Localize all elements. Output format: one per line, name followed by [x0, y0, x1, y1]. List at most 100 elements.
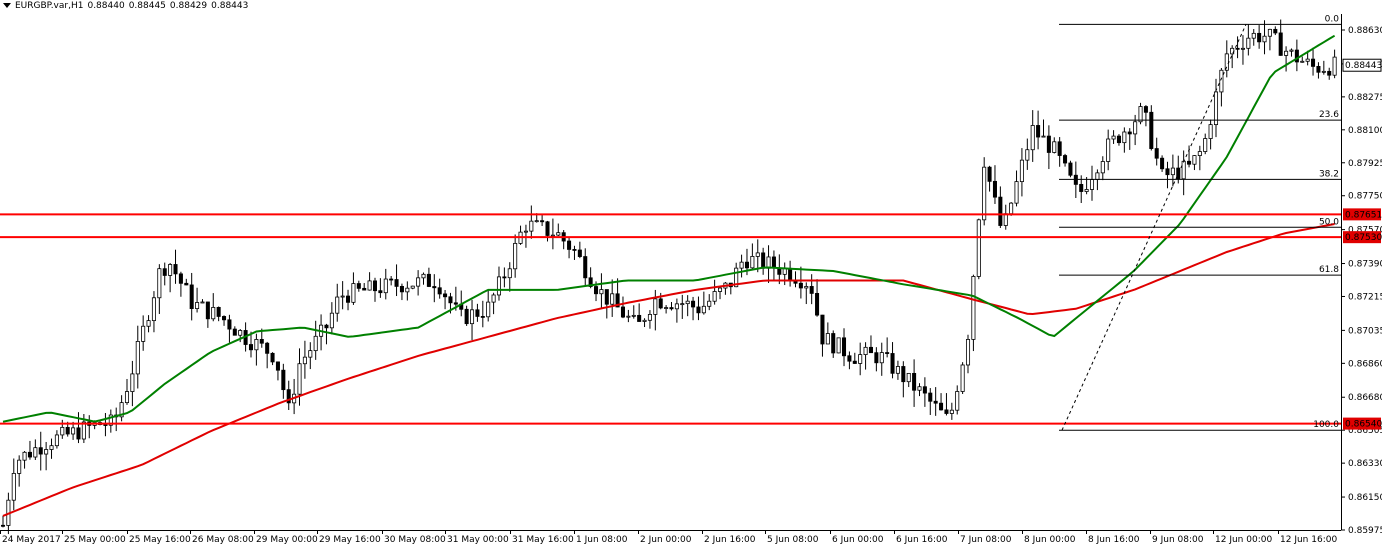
candle-bull: [1133, 121, 1138, 135]
candle-bull: [734, 267, 739, 288]
y-tick-label: 0.86860: [1348, 359, 1382, 369]
candle-bull: [955, 391, 960, 411]
candle-bull: [383, 278, 388, 294]
candle-bear: [637, 314, 642, 322]
candle-bear: [448, 296, 453, 304]
candle-bull: [151, 297, 156, 322]
candle-bear: [890, 353, 895, 374]
candle-bull: [308, 350, 313, 358]
candle-bull: [1219, 69, 1224, 93]
candle-bear: [394, 279, 399, 287]
candle-bull: [739, 261, 744, 269]
ma-fast-line: [2, 34, 1336, 423]
x-tick-label: 31 May 16:00: [512, 535, 574, 545]
candle-bull: [130, 373, 135, 392]
candles-group: [0, 19, 1337, 535]
candle-bull: [1321, 70, 1326, 73]
candle-bull: [211, 306, 216, 320]
candle-bull: [340, 295, 345, 298]
candle-bear: [874, 352, 879, 364]
candle-bull: [513, 242, 518, 270]
candle-bear: [761, 252, 766, 269]
current-price-label: 0.88443: [1345, 61, 1382, 71]
candle-bull: [1197, 151, 1202, 156]
fib-trend-line[interactable]: [1061, 24, 1247, 431]
candle-bear: [205, 301, 210, 320]
candle-bull: [534, 220, 539, 223]
candle-bear: [265, 342, 270, 354]
candle-bull: [674, 303, 679, 310]
high-value: 0.88445: [128, 1, 166, 11]
candle-bear: [820, 314, 825, 345]
candle-bear: [992, 180, 997, 198]
candle-bull: [81, 421, 86, 440]
candle-bear: [1235, 47, 1240, 50]
candle-bull: [1208, 124, 1213, 139]
candle-bear: [1063, 155, 1068, 164]
x-tick-label: 8 Jun 16:00: [1088, 535, 1140, 545]
candle-bear: [620, 306, 625, 318]
candle-bull: [329, 312, 334, 329]
x-tick-label: 25 May 00:00: [64, 535, 126, 545]
candle-bull: [879, 352, 884, 364]
open-value: 0.88440: [87, 1, 125, 11]
candle-bear: [222, 316, 227, 321]
candle-bull: [976, 219, 981, 277]
candle-bear: [389, 278, 394, 281]
candle-bear: [577, 249, 582, 257]
candle-bear: [841, 337, 847, 357]
candle-bull: [405, 287, 410, 293]
candle-bear: [178, 273, 183, 284]
candle-bull: [200, 301, 205, 304]
candle-bull: [416, 277, 421, 287]
candle-bull: [1009, 202, 1014, 215]
candle-bull: [1019, 159, 1024, 183]
candle-bull: [1170, 167, 1175, 176]
candle-bear: [346, 295, 351, 303]
x-tick-label: 25 May 16:00: [129, 535, 191, 545]
candle-bear: [1160, 157, 1165, 170]
price-label-bg: [1343, 417, 1381, 430]
candle-bear: [696, 306, 701, 314]
candle-bear: [847, 355, 852, 362]
candle-bull: [599, 289, 604, 295]
y-tick-label: 0.88630: [1348, 26, 1382, 36]
candle-bear: [443, 293, 448, 298]
fib-level-label: 0.0: [1325, 14, 1340, 24]
candle-bear: [1327, 70, 1332, 76]
y-tick-label: 0.86680: [1348, 393, 1382, 403]
candle-bear: [1079, 183, 1084, 192]
y-tick-label: 0.87570: [1348, 226, 1382, 236]
candle-bear: [432, 286, 437, 289]
candle-bull: [135, 341, 140, 375]
candle-bull: [664, 307, 669, 309]
candle-bear: [998, 196, 1003, 226]
candle-bear: [1176, 167, 1181, 180]
candle-bull: [631, 314, 636, 317]
candle-bear: [248, 344, 254, 351]
candle-bull: [1100, 161, 1105, 174]
close-value: 0.88443: [211, 1, 249, 11]
candle-bear: [604, 289, 609, 305]
candle-bull: [1332, 56, 1337, 76]
candle-bear: [1149, 111, 1154, 149]
candle-bull: [1240, 47, 1245, 50]
fib-level-label: 100.0: [1313, 420, 1339, 430]
horizontal-line-price-label: 0.87530: [1345, 233, 1382, 243]
candle-bear: [798, 282, 803, 289]
candle-bull: [1305, 58, 1310, 62]
candle-bull: [1014, 181, 1019, 204]
candle-bull: [410, 285, 415, 289]
y-tick-label: 0.87035: [1348, 326, 1382, 336]
candle-bear: [928, 392, 933, 402]
candle-bear: [545, 221, 550, 236]
candle-bear: [669, 307, 674, 310]
dropdown-triangle-icon[interactable]: [3, 3, 11, 8]
candle-bear: [324, 324, 329, 329]
candle-bull: [119, 402, 124, 418]
candle-bull: [54, 434, 59, 447]
candle-bull: [486, 301, 491, 318]
candle-bull: [960, 364, 965, 392]
